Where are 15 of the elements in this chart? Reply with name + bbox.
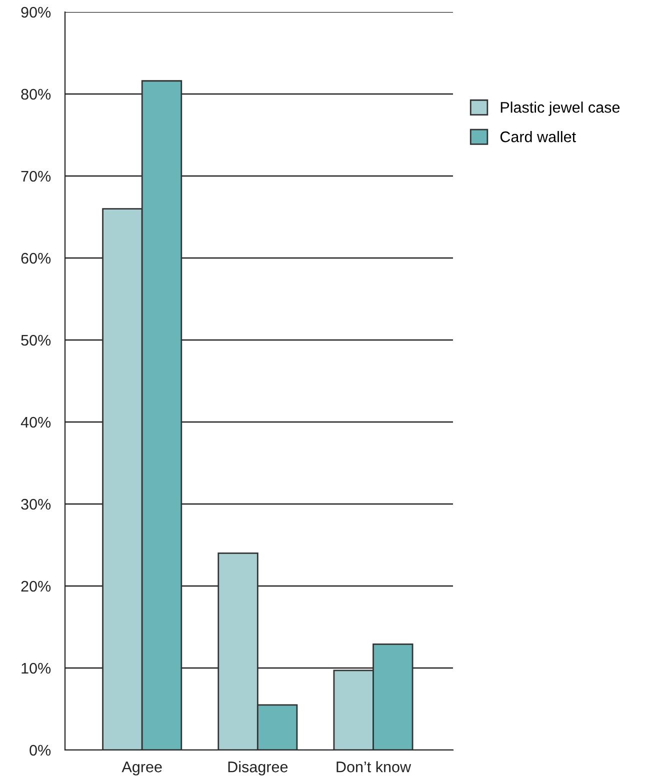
legend-label: Plastic jewel case <box>500 102 620 116</box>
x-tick-label: Don’t know <box>336 761 412 772</box>
y-tick-label: 20% <box>21 580 51 592</box>
y-tick-label: 80% <box>21 88 51 100</box>
y-tick-label: 40% <box>20 416 51 428</box>
y-tick-label: 50% <box>21 334 51 346</box>
y-tick-label: 60% <box>21 252 51 264</box>
x-tick-label: Disagree <box>228 761 288 776</box>
y-tick-label: 90% <box>21 6 51 18</box>
y-tick-label: 70% <box>21 170 51 182</box>
y-tick-label: 30% <box>21 498 51 510</box>
legend-label: Card wallet <box>500 131 576 142</box>
y-tick-label: 10% <box>22 662 51 674</box>
y-tick-label: 0% <box>30 744 51 756</box>
x-tick-label: Agree <box>122 762 162 776</box>
